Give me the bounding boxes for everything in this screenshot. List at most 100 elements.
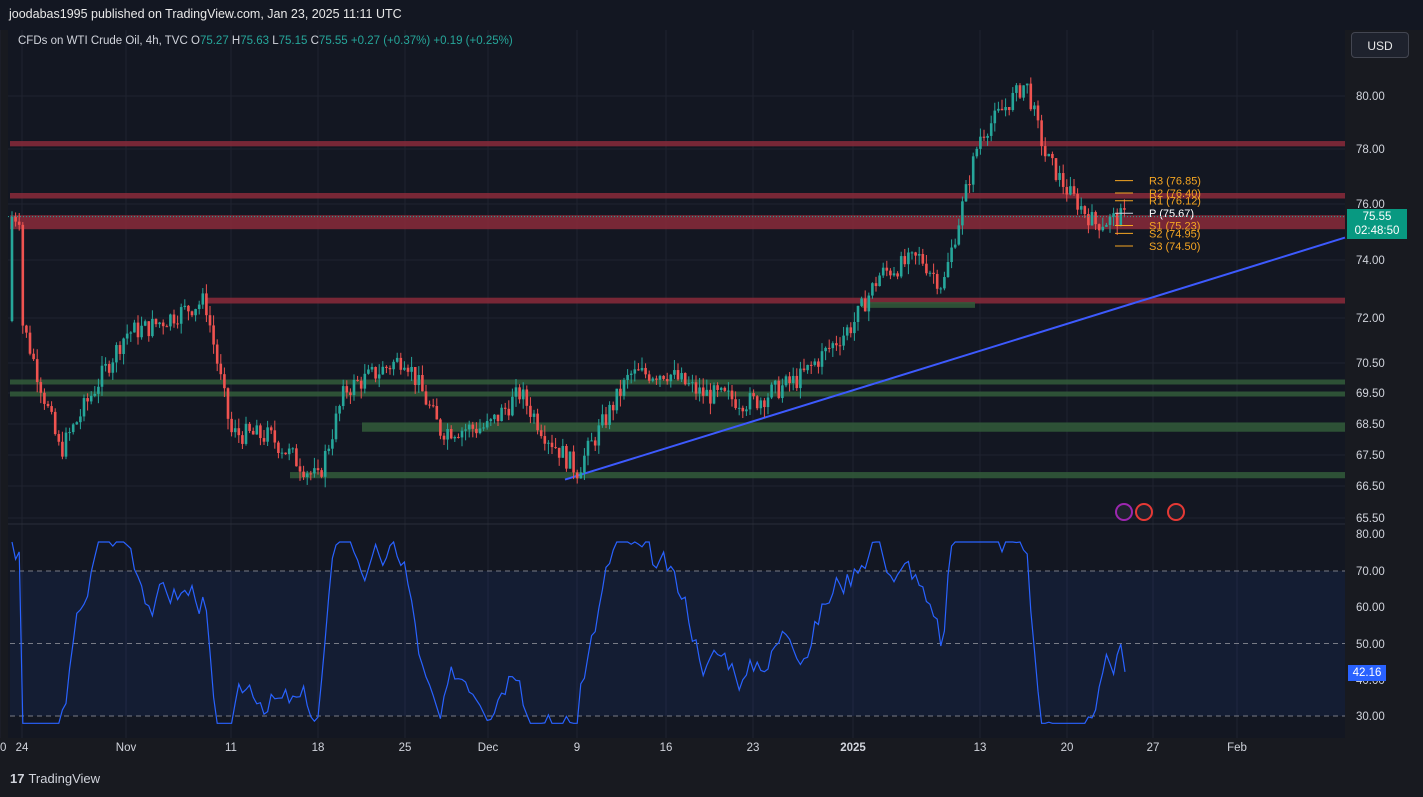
candle-body <box>125 333 129 339</box>
candle-body <box>403 367 406 370</box>
candle-body <box>939 288 943 290</box>
candle-body <box>172 314 176 324</box>
pivot-levels: R3 (76.85)R2 (76.40)R1 (76.12)P (75.67)S… <box>8 176 1345 253</box>
trendline <box>564 236 1346 481</box>
candle-body <box>1101 226 1105 231</box>
candle-body <box>356 379 359 381</box>
candle-body <box>165 326 169 328</box>
candle-body <box>608 404 611 425</box>
candle-body <box>79 416 82 423</box>
candle-body <box>878 275 881 287</box>
candle-body <box>658 375 662 380</box>
high-label: H <box>231 35 241 47</box>
candle-body <box>64 432 68 457</box>
candle-body <box>525 389 529 406</box>
candle-body <box>781 385 784 399</box>
candle-body <box>331 439 334 449</box>
candle-body <box>827 347 831 349</box>
time-axis: 24 Nov 11 18 25 Dec 9 16 23 2025 13 20 27 Feb 10 <box>0 742 1247 754</box>
time-tick-label: 20 <box>1061 742 1074 754</box>
resistance-zone <box>205 297 1345 304</box>
time-tick-label: Nov <box>116 742 137 754</box>
candle-body <box>190 311 194 316</box>
candle-body <box>755 396 759 409</box>
candle-body <box>691 382 694 384</box>
candle-body <box>410 366 413 372</box>
candle-body <box>975 148 979 157</box>
candle-body <box>719 387 723 390</box>
candle-body <box>896 273 899 277</box>
candle-body <box>629 373 633 375</box>
currency-button[interactable]: USD <box>1351 32 1409 58</box>
candle-body <box>561 445 565 458</box>
pivot-label: R1 (76.12) <box>1149 196 1201 208</box>
tradingview-logo[interactable]: 17 TradingView <box>10 771 100 786</box>
candle-body <box>856 305 860 322</box>
candle-body <box>230 418 233 433</box>
candle-body <box>287 448 291 455</box>
candle-body <box>442 435 446 440</box>
price-tick-label: 67.50 <box>1356 450 1385 462</box>
candle-body <box>979 136 982 149</box>
support-zone <box>290 472 1345 479</box>
candle-body <box>1094 212 1097 225</box>
candle-body <box>277 442 280 453</box>
candle-body <box>388 368 392 370</box>
high-value: 75.63 <box>240 35 270 47</box>
candle-body <box>500 407 503 422</box>
candle-body <box>982 136 986 138</box>
candle-body <box>93 393 97 396</box>
candle-body <box>1061 173 1065 187</box>
support-zone <box>362 422 1345 432</box>
footer <box>0 764 1423 797</box>
candle-body <box>417 374 421 385</box>
candle-body <box>860 298 863 306</box>
candle-body <box>925 263 928 274</box>
candle-body <box>35 359 39 383</box>
candle-body <box>118 345 122 354</box>
candle-body <box>194 309 197 316</box>
candle-body <box>881 267 885 276</box>
candle-body <box>1119 208 1123 227</box>
candle-body <box>208 315 212 326</box>
candle-body <box>57 434 61 442</box>
candle-body <box>1011 92 1015 111</box>
open-value: 75.27 <box>199 35 229 47</box>
low-value: 75.15 <box>278 35 308 47</box>
candle-body <box>773 380 777 385</box>
candle-body <box>478 428 482 434</box>
candle-body <box>201 293 205 305</box>
candle-body <box>1022 85 1025 98</box>
time-tick-label: 13 <box>974 742 987 754</box>
tv-brand-text: TradingView <box>28 771 101 786</box>
event-icons <box>1115 503 1185 521</box>
rsi-line <box>11 540 1126 724</box>
candle-body <box>568 451 572 469</box>
candle-body <box>637 369 640 371</box>
candle-body <box>745 409 748 412</box>
price-tick-label: 69.50 <box>1356 388 1385 400</box>
candle-body <box>1007 107 1011 111</box>
candle-body <box>842 335 845 346</box>
candle-body <box>154 318 158 325</box>
candle-body <box>539 430 543 437</box>
candle-body <box>280 452 284 454</box>
candle-body <box>471 424 475 429</box>
candle-body <box>71 424 75 433</box>
candle-body <box>957 225 961 245</box>
candle-body <box>219 363 223 375</box>
candle-body <box>1087 214 1090 226</box>
symbol-legend[interactable]: CFDs on WTI Crude Oil, 4h, TVC O75.27 H7… <box>18 35 513 47</box>
candle-body <box>655 378 658 380</box>
resistance-zone <box>10 193 1345 199</box>
candle-body <box>824 347 827 352</box>
pivot-label: S2 (74.95) <box>1149 228 1200 240</box>
candle-body <box>129 332 133 334</box>
lightning-icon <box>1115 503 1133 521</box>
pivot-label: S3 (74.50) <box>1149 241 1200 253</box>
candle-body <box>1043 146 1047 157</box>
candle-body <box>730 390 734 400</box>
candle-body <box>215 344 219 364</box>
candle-body <box>777 380 781 399</box>
